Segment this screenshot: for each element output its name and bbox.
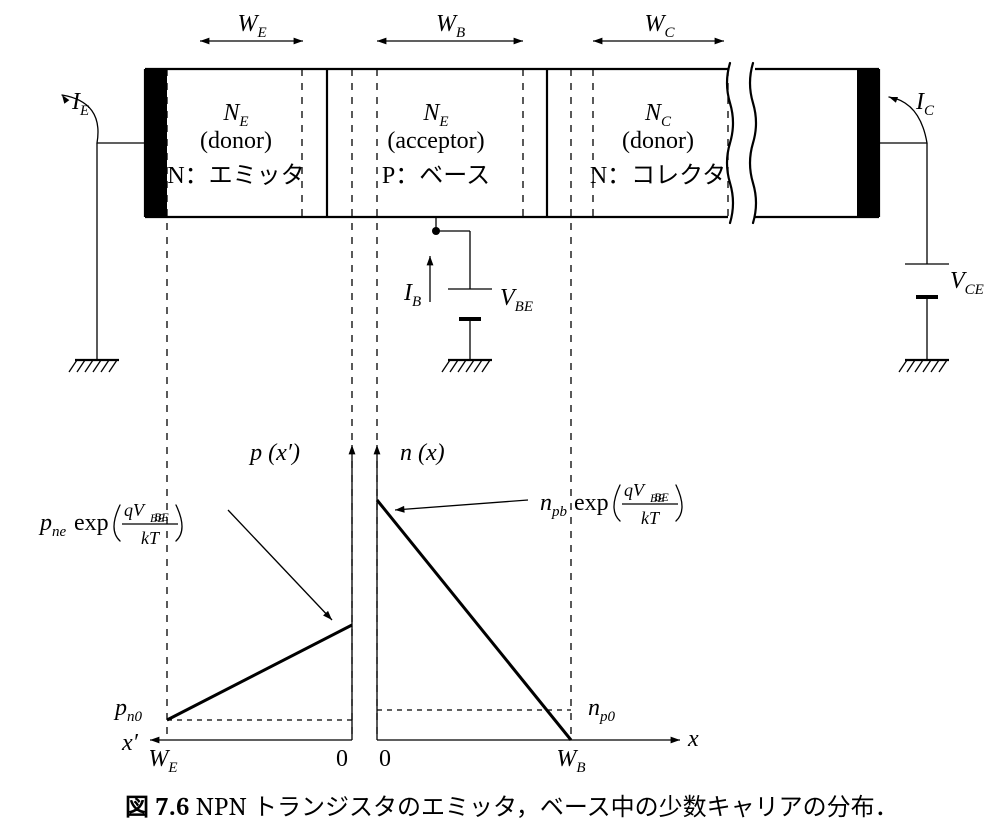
svg-text:0: 0	[379, 746, 391, 772]
svg-text:(acceptor): (acceptor)	[387, 128, 484, 154]
svg-text:x′: x′	[121, 730, 139, 756]
svg-text:(donor): (donor)	[622, 128, 694, 154]
svg-text:IC: IC	[915, 89, 935, 119]
svg-text:(donor): (donor)	[200, 128, 272, 154]
svg-text:p (x′): p (x′)	[248, 440, 300, 466]
svg-text:qV: qV	[124, 500, 146, 520]
svg-text:IB: IB	[403, 280, 421, 310]
exp-formula: pneexpqVBEBEkT	[38, 500, 182, 548]
svg-text:kT: kT	[641, 508, 661, 528]
svg-text:x: x	[687, 726, 699, 752]
svg-text:pn0: pn0	[113, 695, 143, 725]
svg-text:kT: kT	[141, 528, 161, 548]
svg-text:NE: NE	[222, 100, 248, 130]
svg-text:WB: WB	[436, 11, 465, 41]
svg-text:IE: IE	[71, 89, 89, 119]
figure-caption: 図 7.6 NPN トランジスタのエミッタ，ベース中の少数キャリアの分布．	[125, 790, 899, 823]
carrier-plots: 0WEx′p (x′)pneexpqVBEBEkTpn00WBxn (x)npb…	[38, 440, 699, 776]
svg-text:0: 0	[336, 746, 348, 772]
svg-text:np0: np0	[588, 695, 616, 725]
svg-text:n (x): n (x)	[400, 440, 445, 466]
svg-text:N：コレクタ: N：コレクタ	[590, 163, 726, 189]
svg-text:VCE: VCE	[950, 268, 984, 298]
svg-text:P：ベース: P：ベース	[382, 163, 490, 189]
svg-text:NC: NC	[644, 100, 672, 130]
svg-text:VBE: VBE	[500, 285, 533, 315]
svg-text:exp: exp	[574, 490, 609, 516]
svg-text:WB: WB	[556, 746, 585, 776]
svg-text:exp: exp	[74, 510, 109, 536]
svg-text:npb: npb	[540, 490, 568, 520]
svg-text:BE: BE	[154, 510, 169, 524]
svg-text:WE: WE	[238, 11, 267, 41]
svg-text:BE: BE	[654, 490, 669, 504]
svg-text:WE: WE	[148, 746, 177, 776]
exp-formula: npbexpqVBEBEkT	[540, 480, 682, 528]
svg-text:N：エミッタ: N：エミッタ	[167, 163, 304, 189]
svg-text:qV: qV	[624, 480, 646, 500]
npn-structure: WEWBWCNE(donor)N：エミッタNE(acceptor)P：ベースNC…	[62, 11, 984, 740]
svg-text:pne: pne	[38, 510, 67, 540]
svg-text:NE: NE	[422, 100, 448, 130]
svg-text:WC: WC	[645, 11, 676, 41]
